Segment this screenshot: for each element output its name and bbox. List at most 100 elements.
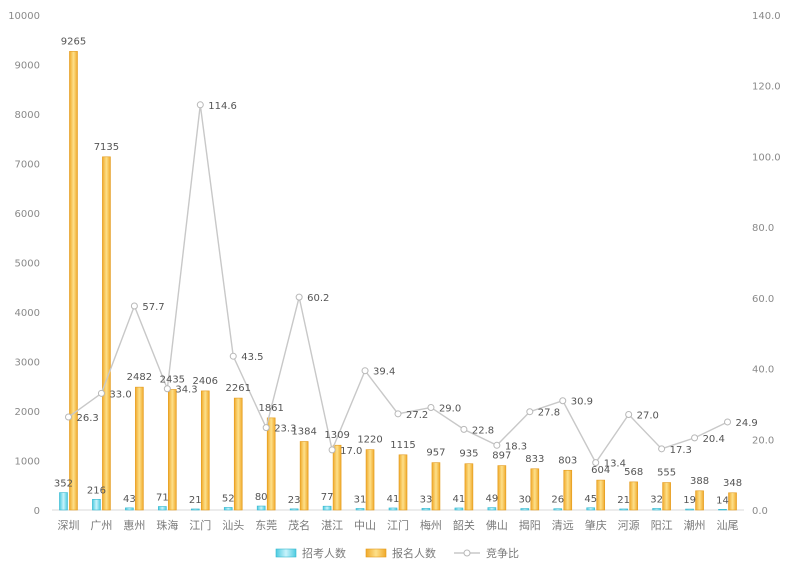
hired-bar (125, 507, 134, 511)
ratio-value-label: 27.2 (406, 410, 428, 421)
hired-value-label: 52 (222, 493, 235, 504)
x-category-label: 中山 (354, 519, 376, 532)
ratio-point (64, 413, 72, 421)
labels-layer: 352 9265 216 7135 43 2482 71 2435 21 2406 52 2261 80… (54, 36, 758, 506)
applied-bar (464, 463, 474, 511)
hired-value-label: 31 (354, 494, 367, 505)
ratio-value-label: 22.8 (472, 425, 494, 436)
applied-bar (365, 449, 375, 511)
ratio-value-label: 23.3 (274, 424, 296, 435)
hired-value-label: 43 (123, 494, 136, 505)
x-category-label: 佛山 (486, 519, 508, 532)
hired-value-label: 41 (387, 494, 400, 505)
hired-bar (520, 508, 530, 511)
ratio-point (328, 446, 336, 454)
ratio-point (163, 385, 171, 393)
ratio-value-label: 57.7 (142, 302, 164, 313)
hired-value-label: 49 (485, 494, 498, 505)
ratio-value-label: 33.0 (109, 389, 131, 400)
applied-bar (431, 462, 441, 511)
applied-value-label: 1309 (324, 430, 349, 441)
hired-value-label: 33 (420, 494, 433, 505)
ratio-point (592, 459, 600, 467)
applied-value-label: 1115 (390, 440, 415, 451)
ratio-value-label: 43.5 (241, 352, 263, 363)
ratio-value-label: 34.3 (175, 385, 197, 396)
hired-bar (256, 505, 266, 511)
applied-bar (695, 490, 704, 511)
axes-layer: 0 1000 2000 3000 4000 5000 6000 7000 8000 9000 100… (8, 11, 780, 532)
x-category-label: 深圳 (57, 519, 79, 532)
x-category-label: 阳江 (651, 519, 673, 532)
x-category-label: 潮州 (684, 518, 706, 532)
x-category-label: 湛江 (321, 519, 343, 532)
ratio-point (724, 418, 732, 426)
y-right-tick-label: 20.0 (752, 435, 774, 446)
applied-bar (530, 468, 540, 511)
ratio-point (427, 403, 435, 411)
applied-bar (398, 454, 408, 511)
ratio-value-label: 20.4 (703, 434, 725, 445)
hired-bar (59, 492, 68, 511)
hired-bar (619, 508, 628, 511)
applied-bar (233, 397, 243, 511)
ratio-point (625, 411, 633, 419)
applied-value-label: 1384 (291, 426, 316, 437)
applied-bar (102, 156, 111, 511)
hired-value-label: 41 (453, 494, 466, 505)
applied-bar (168, 389, 177, 511)
applied-value-label: 2261 (226, 383, 251, 394)
applied-value-label: 833 (525, 454, 544, 465)
applied-bar (266, 417, 276, 511)
legend-swatch-hired (275, 548, 297, 558)
ratio-point (229, 352, 237, 360)
hired-bar (289, 508, 299, 511)
bars-layer (59, 51, 737, 511)
hired-bar (223, 507, 233, 511)
ratio-value-label: 29.0 (439, 403, 461, 414)
legend-label-hired: 招考人数 (302, 546, 346, 560)
legend: 招考人数 报名人数 竞争比 (275, 546, 519, 560)
applied-value-label: 957 (426, 448, 445, 459)
ratio-value-label: 18.3 (505, 441, 527, 452)
ratio-point (97, 389, 105, 397)
x-category-label: 茂名 (288, 518, 310, 532)
x-category-label: 江门 (189, 518, 211, 532)
applied-value-label: 388 (690, 476, 709, 487)
y-right-tick-label: 60.0 (752, 294, 774, 305)
hired-value-label: 21 (189, 495, 202, 506)
applied-bar (563, 469, 573, 511)
ratio-value-label: 26.3 (76, 413, 98, 424)
applied-bar (299, 441, 309, 511)
applied-value-label: 935 (459, 449, 478, 460)
ratio-point (691, 434, 699, 442)
applied-bar (596, 479, 606, 511)
legend-swatch-applied (365, 548, 387, 558)
hired-bar (454, 507, 464, 511)
applied-value-label: 348 (723, 478, 742, 489)
ratio-value-label: 60.2 (307, 293, 329, 304)
x-category-label: 汕头 (222, 519, 244, 532)
applied-bar (497, 465, 507, 511)
hired-bar (487, 507, 497, 511)
ratio-value-label: 39.4 (373, 367, 395, 378)
applied-value-label: 2435 (160, 374, 185, 385)
hired-value-label: 30 (518, 495, 531, 506)
x-category-label: 惠州 (123, 518, 145, 532)
applied-value-label: 1861 (258, 403, 283, 414)
hired-bar (190, 508, 200, 511)
y-left-tick-label: 10000 (8, 11, 40, 22)
legend-label-applied: 报名人数 (392, 546, 436, 560)
hired-bar (718, 509, 727, 511)
hired-bar (421, 508, 431, 511)
y-right-tick-label: 140.0 (752, 11, 781, 22)
applied-bar (728, 492, 737, 511)
applied-value-label: 604 (591, 465, 610, 476)
legend-swatch-ratio-marker (463, 549, 471, 557)
ratio-value-label: 30.9 (571, 397, 593, 408)
hired-bar (322, 505, 332, 511)
x-category-label: 江门 (387, 518, 409, 532)
hired-bar (652, 508, 661, 511)
applied-bar (662, 482, 671, 511)
